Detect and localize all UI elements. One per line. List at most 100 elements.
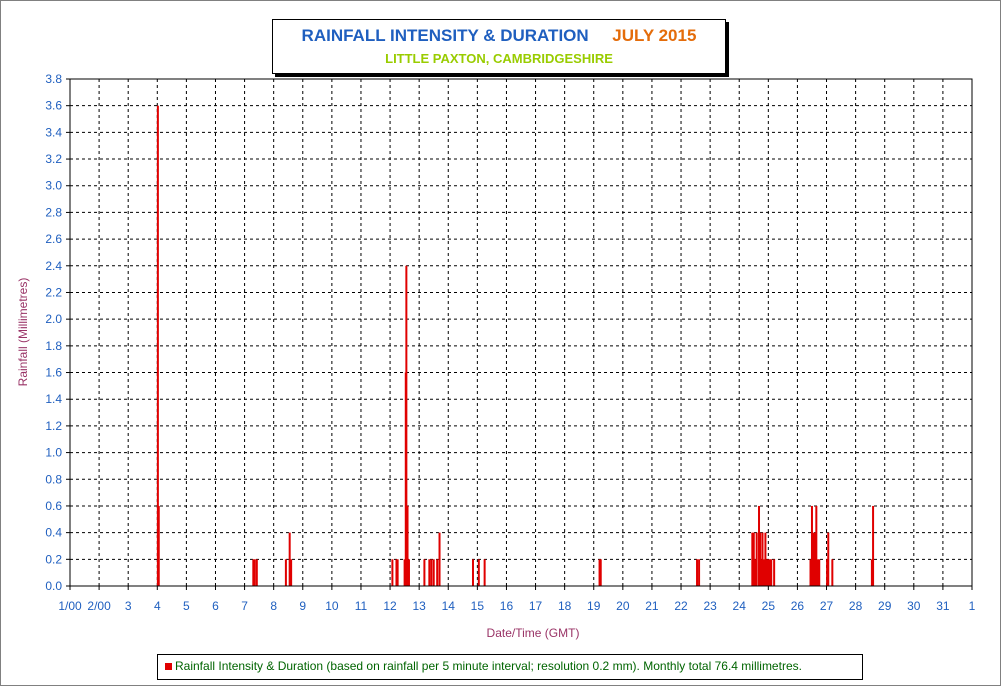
rainfall-bar bbox=[157, 505, 160, 586]
rainfall-bar bbox=[288, 532, 291, 586]
rainfall-bar bbox=[768, 559, 771, 586]
rainfall-bar bbox=[483, 559, 486, 586]
x-tick-label: 14 bbox=[442, 599, 456, 613]
rainfall-bar bbox=[812, 532, 815, 586]
x-tick-label: 2/00 bbox=[87, 599, 111, 613]
rainfall-bar bbox=[827, 532, 830, 586]
rainfall-bar bbox=[423, 559, 426, 586]
rainfall-bar bbox=[831, 559, 834, 586]
x-tick-label: 15 bbox=[471, 599, 485, 613]
rainfall-bar bbox=[767, 559, 770, 586]
x-tick-label: 24 bbox=[733, 599, 747, 613]
x-tick-label: 5 bbox=[183, 599, 190, 613]
x-tick-label: 11 bbox=[355, 599, 368, 613]
rainfall-bar bbox=[477, 559, 480, 586]
y-tick-label: 3.6 bbox=[45, 99, 62, 113]
x-tick-label: 25 bbox=[762, 599, 776, 613]
rainfall-bar bbox=[156, 105, 159, 587]
x-tick-label: 16 bbox=[500, 599, 514, 613]
x-tick-label: 20 bbox=[616, 599, 630, 613]
rainfall-bar bbox=[406, 505, 409, 586]
rainfall-bar bbox=[430, 559, 433, 586]
title-main-text: RAINFALL INTENSITY & DURATION bbox=[301, 26, 589, 45]
x-tick-label: 10 bbox=[325, 599, 339, 613]
y-tick-label: 0.4 bbox=[45, 526, 62, 540]
y-tick-label: 1.0 bbox=[45, 446, 62, 460]
rainfall-bar bbox=[255, 559, 258, 586]
y-tick-label: 2.0 bbox=[45, 312, 62, 326]
legend: Rainfall Intensity & Duration (based on … bbox=[157, 654, 863, 680]
x-tick-label: 31 bbox=[936, 599, 950, 613]
x-tick-label: 1 bbox=[969, 599, 976, 613]
rainfall-bar bbox=[815, 505, 818, 586]
y-axis-title: Rainfall (Millimetres) bbox=[16, 278, 30, 387]
x-tick-label: 1/00 bbox=[58, 599, 82, 613]
title-month-text: JULY 2015 bbox=[612, 26, 697, 45]
rainfall-bar bbox=[872, 505, 875, 586]
rainfall-bar bbox=[698, 559, 701, 586]
legend-key-swatch bbox=[165, 663, 172, 670]
rainfall-bar bbox=[810, 505, 813, 586]
rainfall-bar bbox=[755, 532, 758, 586]
y-tick-label: 1.4 bbox=[45, 392, 62, 406]
x-tick-label: 6 bbox=[212, 599, 219, 613]
y-tick-label: 3.0 bbox=[45, 179, 62, 193]
plot-area-border bbox=[69, 78, 973, 587]
y-tick-label: 2.4 bbox=[45, 259, 62, 273]
x-tick-label: 29 bbox=[878, 599, 892, 613]
y-tick-label: 2.6 bbox=[45, 232, 62, 246]
x-tick-label: 30 bbox=[907, 599, 921, 613]
y-tick-label: 1.8 bbox=[45, 339, 62, 353]
rainfall-bar bbox=[598, 559, 601, 586]
x-tick-label: 22 bbox=[674, 599, 688, 613]
rainfall-bar bbox=[765, 559, 768, 586]
x-tick-label: 4 bbox=[154, 599, 161, 613]
y-tick-label: 0.0 bbox=[45, 579, 62, 593]
rainfall-bar bbox=[813, 532, 816, 586]
rainfall-bar bbox=[432, 559, 435, 586]
rainfall-bar bbox=[395, 559, 398, 586]
x-tick-label: 17 bbox=[529, 599, 543, 613]
chart-subtitle: LITTLE PAXTON, CAMBRIDGESHIRE bbox=[385, 51, 613, 66]
rainfall-bar bbox=[396, 559, 399, 586]
y-tick-label: 2.2 bbox=[45, 285, 62, 299]
y-tick-label: 2.8 bbox=[45, 205, 62, 219]
y-tick-label: 1.6 bbox=[45, 366, 62, 380]
x-tick-label: 21 bbox=[645, 599, 659, 613]
y-tick-label: 0.6 bbox=[45, 499, 62, 513]
x-tick-label: 18 bbox=[558, 599, 572, 613]
x-tick-label: 9 bbox=[299, 599, 306, 613]
x-tick-label: 27 bbox=[820, 599, 834, 613]
x-tick-label: 26 bbox=[791, 599, 805, 613]
x-tick-label: 23 bbox=[703, 599, 717, 613]
rainfall-bar bbox=[870, 559, 873, 586]
rainfall-bar bbox=[407, 559, 410, 586]
rainfall-bar bbox=[760, 559, 763, 586]
rainfall-bar bbox=[752, 532, 755, 586]
rainfall-bar bbox=[826, 559, 829, 586]
rainfall-bar bbox=[599, 559, 602, 586]
rainfall-bar bbox=[758, 505, 761, 586]
rainfall-bar bbox=[818, 559, 821, 586]
legend-label: Rainfall Intensity & Duration (based on … bbox=[175, 659, 802, 673]
chart-title: RAINFALL INTENSITY & DURATION JULY 2015 bbox=[273, 26, 725, 46]
x-axis-title: Date/Time (GMT) bbox=[487, 626, 580, 640]
rainfall-bar bbox=[428, 559, 431, 586]
rainfall-bar bbox=[754, 559, 757, 586]
rainfall-bar bbox=[759, 532, 762, 586]
x-tick-label: 7 bbox=[241, 599, 248, 613]
x-tick-label: 28 bbox=[849, 599, 863, 613]
rainfall-bar bbox=[809, 559, 812, 586]
x-tick-label: 13 bbox=[412, 599, 426, 613]
rainfall-bar bbox=[403, 559, 406, 586]
rainfall-bar bbox=[290, 559, 293, 586]
x-tick-label: 12 bbox=[383, 599, 397, 613]
rainfall-bar bbox=[438, 532, 441, 586]
rainfall-bar bbox=[471, 559, 474, 586]
rainfall-bar bbox=[764, 532, 767, 586]
rainfall-bar bbox=[770, 559, 773, 586]
rainfall-bar bbox=[751, 532, 754, 586]
rainfall-bar bbox=[405, 265, 408, 586]
